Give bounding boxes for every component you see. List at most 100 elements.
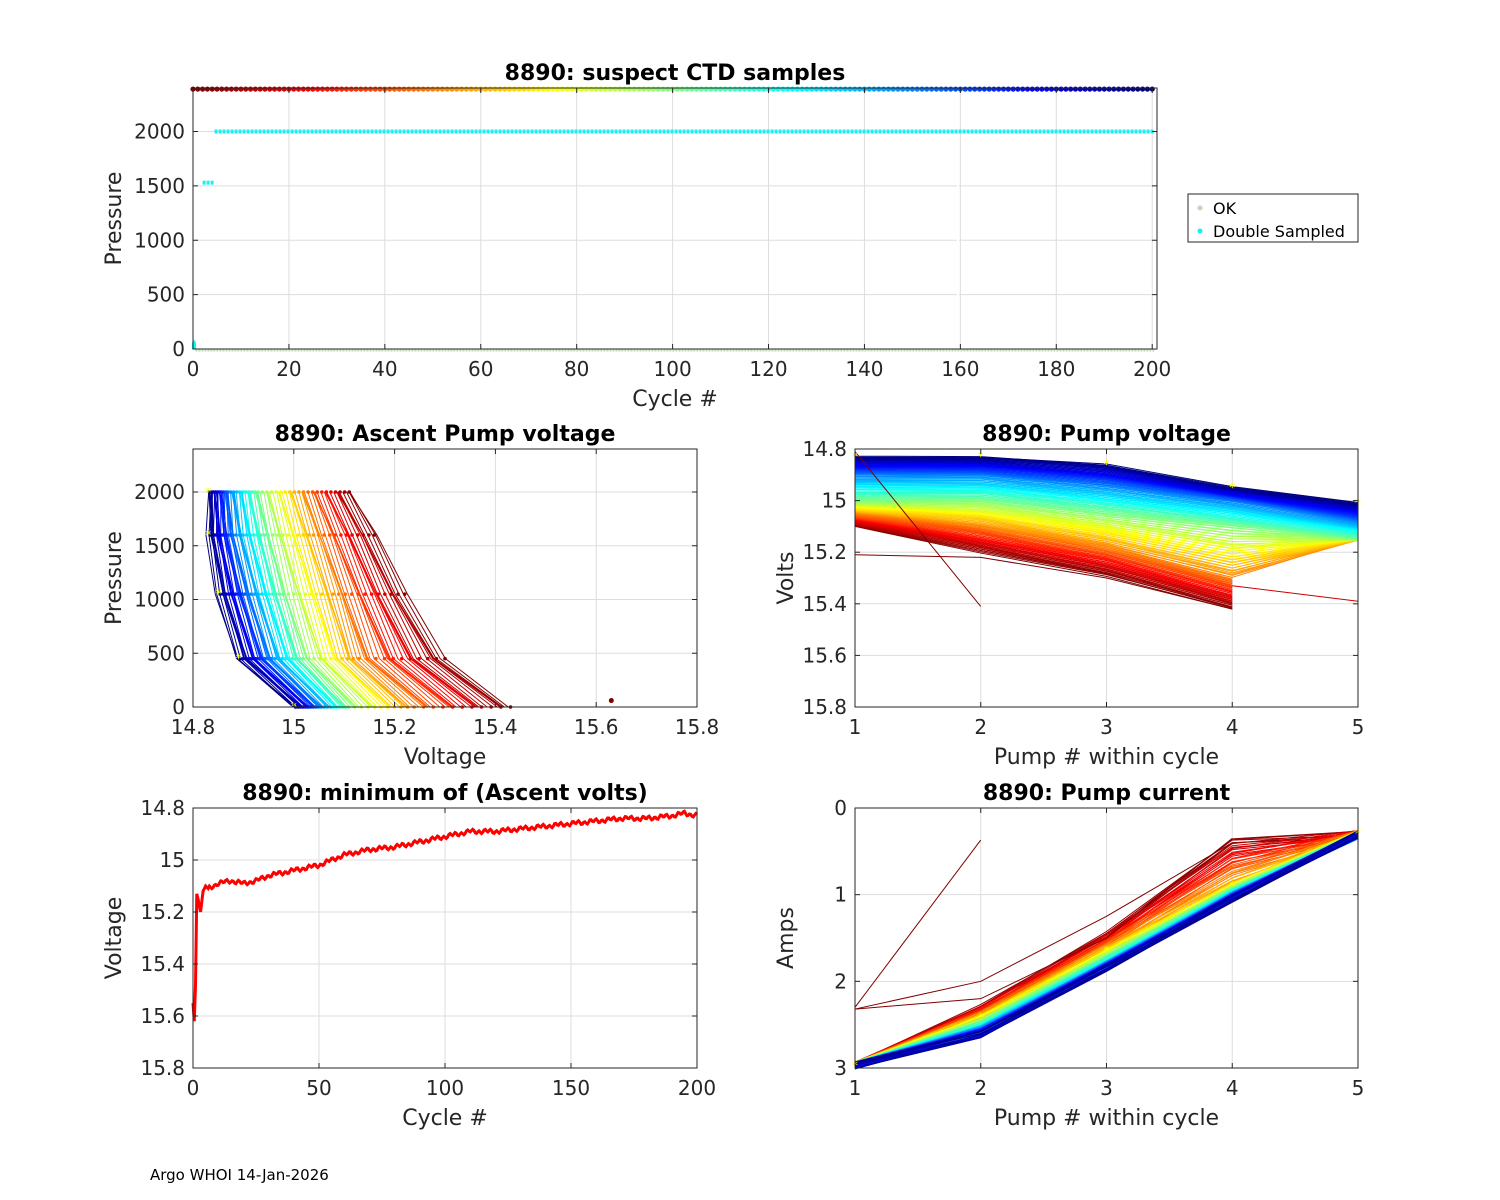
cycle-color-marker [1048,86,1055,92]
x-tick-label: 160 [941,357,979,381]
ascent-cycle-line [349,491,505,708]
plot-area [193,88,1157,349]
cycle-color-marker [487,86,493,92]
x-tick-label: 3 [1100,715,1113,739]
y-tick-label: 15.6 [140,1004,185,1028]
ascent-cycle-line [256,491,345,708]
cycle-color-marker [363,86,369,92]
ascent-point [331,592,335,596]
ascent-cycle-line [337,491,483,708]
y-tick-label: 3 [834,1056,847,1080]
cycle-color-marker [540,86,546,92]
cycle-color-marker [372,86,378,92]
cycle-color-marker [1130,86,1136,92]
y-tick-label: 15.6 [802,643,847,667]
cycle-color-marker [1125,86,1131,92]
x-tick-label: 20 [276,357,301,381]
y-tick-label: 1500 [134,174,185,198]
ascent-point [340,656,344,661]
cycle-color-marker [1082,86,1088,92]
cycle-color-marker [1024,86,1031,92]
y-tick-label: 15 [822,489,847,513]
ascent-cycle-line [267,491,357,708]
x-axis-label: Pump # within cycle [994,745,1219,770]
cycle-color-marker [367,86,374,92]
ascent-cycle-line [214,491,304,708]
chart-title: 8890: Pump voltage [982,422,1231,447]
cycle-color-marker [876,86,882,92]
y-tick-label: 2 [834,969,847,993]
cycle-color-marker [842,86,848,92]
x-tick-label: 5 [1352,1076,1365,1100]
cycle-color-marker [717,86,724,92]
y-tick-label: 0 [834,796,847,820]
cycle-color-marker [1144,86,1151,92]
plot-content: ***** [205,485,614,714]
y-tick-label: 15.8 [140,1056,185,1080]
chart-title: 8890: minimum of (Ascent volts) [242,781,648,806]
ascent-point [400,656,404,661]
ascent-cycle-line [348,491,509,708]
axes-frame [192,87,1158,350]
cycle-color-marker [794,86,800,92]
cycle-color-marker [420,86,426,92]
pump-voltage-line [854,508,1359,558]
x-tick-label: 0 [187,1076,200,1100]
cycle-color-marker [996,86,1002,92]
cycle-color-marker [353,86,359,92]
cycle-color-marker [329,86,335,92]
cycle-color-marker [310,86,316,92]
cycle-color-marker [598,86,604,92]
x-tick-label: 40 [372,357,397,381]
cycle-color-marker [785,86,791,92]
x-tick-label: 200 [678,1076,716,1100]
ascent-point [271,533,275,537]
ascent-point [312,656,316,661]
ascent-cycle-line [233,491,321,708]
cycle-color-marker [665,86,671,92]
cycle-color-marker [458,86,465,92]
cycle-color-marker [516,86,522,92]
ascent-point [315,490,320,494]
cycle-color-marker [741,86,748,92]
cycle-color-marker [866,86,872,92]
cycle-color-marker [1044,86,1050,92]
cycle-color-marker [679,86,685,92]
cycle-color-marker [655,86,661,92]
cycle-color-marker [1096,86,1103,92]
ascent-point [417,656,421,661]
x-tick-label: 1 [849,1076,862,1100]
pump-current-outlier-line [854,837,1233,1010]
cycle-color-marker [434,86,441,92]
cycle-color-marker [708,86,714,92]
x-tick-label: 80 [564,357,589,381]
ascent-point [443,656,447,661]
ascent-point [376,592,381,596]
plot-content [191,809,698,1022]
ascent-point [250,490,254,494]
ascent-point [283,490,288,494]
y-tick-label: 15.2 [140,900,185,924]
cycle-color-marker [914,86,920,92]
cycle-color-marker [526,86,532,92]
pump-voltage-line [854,520,1233,596]
cycle-color-marker [593,86,599,92]
cycle-color-marker [761,86,767,92]
y-tick-label: 500 [147,641,185,665]
pump-voltage-line [854,507,1359,564]
cycle-color-marker [818,86,824,92]
cycle-color-marker [828,86,834,92]
y-tick-label: 15 [160,848,185,872]
y-tick-label: 500 [147,283,185,307]
cycle-color-marker [497,86,503,92]
cycle-color-marker [813,86,820,92]
cycle-color-marker [948,86,954,92]
latest-cycle-marker: * [978,1011,984,1025]
x-tick-label: 15.2 [372,715,417,739]
cycle-color-marker [305,86,311,92]
ascent-point [290,656,295,661]
x-axis-label: Voltage [404,745,487,770]
cycle-color-marker [482,86,489,92]
ascent-point [269,490,274,494]
cycle-color-marker [607,86,613,92]
